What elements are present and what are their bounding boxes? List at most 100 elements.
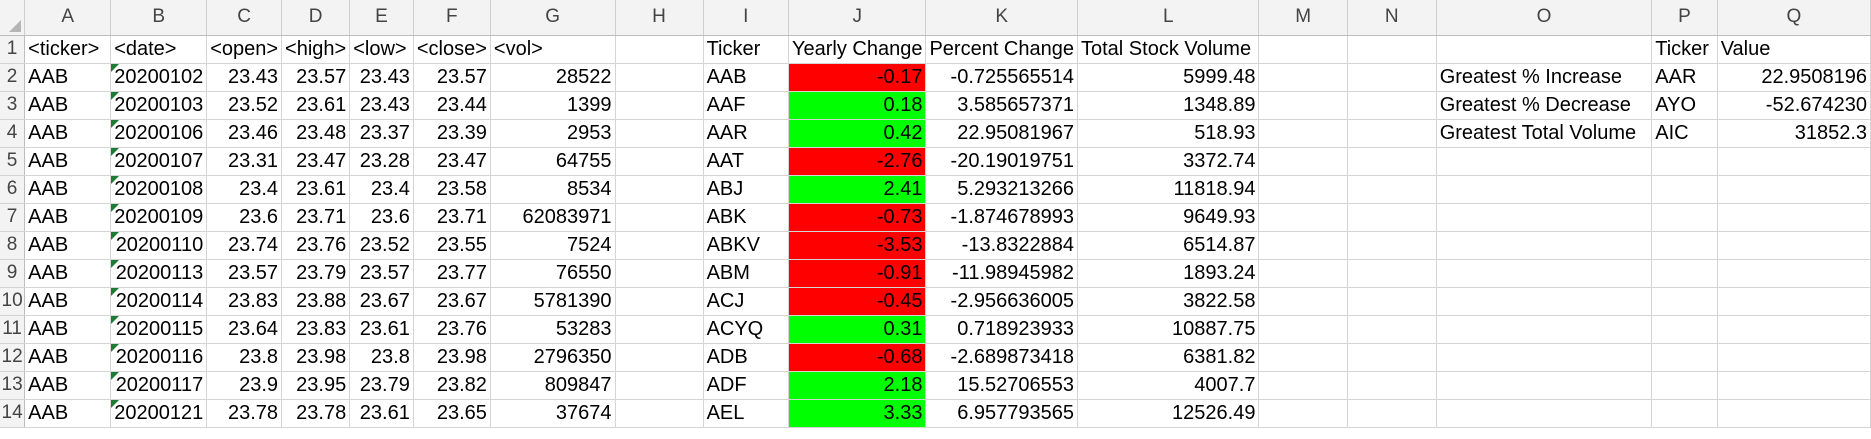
- cell-header-percent-change[interactable]: Percent Change: [925, 35, 1078, 64]
- cell-empty[interactable]: [1347, 63, 1437, 92]
- cell-empty[interactable]: [615, 175, 704, 204]
- cell-percent-change[interactable]: -13.8322884: [925, 231, 1078, 260]
- cell-empty[interactable]: [1651, 399, 1718, 428]
- cell-date[interactable]: 20200109: [110, 203, 208, 232]
- cell-vol[interactable]: 28522: [490, 63, 616, 92]
- cell-empty[interactable]: [1258, 147, 1348, 176]
- cell-empty[interactable]: [1258, 203, 1348, 232]
- cell-close[interactable]: 23.39: [413, 119, 491, 148]
- cell-empty[interactable]: [1347, 119, 1437, 148]
- cell-empty[interactable]: [1347, 231, 1437, 260]
- cell-open[interactable]: 23.83: [206, 287, 283, 316]
- cell-empty[interactable]: [1258, 119, 1348, 148]
- cell-date[interactable]: 20200114: [110, 287, 208, 316]
- cell-open[interactable]: 23.9: [206, 371, 283, 400]
- cell-low[interactable]: 23.67: [349, 287, 414, 316]
- select-all-corner[interactable]: [0, 0, 26, 36]
- cell-open[interactable]: 23.52: [206, 91, 283, 120]
- cell-open[interactable]: 23.78: [206, 399, 283, 428]
- cell-empty[interactable]: [615, 147, 704, 176]
- cell-empty[interactable]: [1258, 371, 1348, 400]
- cell-empty[interactable]: [1651, 175, 1718, 204]
- cell-summary-ticker[interactable]: AAT: [703, 147, 789, 176]
- cell-greatest-label[interactable]: Greatest % Increase: [1436, 63, 1653, 92]
- cell-low[interactable]: 23.6: [349, 203, 414, 232]
- cell-empty[interactable]: [1258, 35, 1348, 64]
- cell-empty[interactable]: [1717, 371, 1871, 400]
- cell-empty[interactable]: [1651, 203, 1718, 232]
- cell-date[interactable]: 20200121: [110, 399, 208, 428]
- cell-percent-change[interactable]: -0.725565514: [925, 63, 1078, 92]
- cell-empty[interactable]: [615, 203, 704, 232]
- cell-ticker[interactable]: AAB: [24, 343, 112, 372]
- cell-empty[interactable]: [615, 119, 704, 148]
- cell-close[interactable]: 23.76: [413, 315, 491, 344]
- column-header-q[interactable]: Q: [1717, 0, 1871, 36]
- column-header-m[interactable]: M: [1258, 0, 1348, 36]
- cell-high[interactable]: 23.76: [281, 231, 351, 260]
- cell-vol[interactable]: 7524: [490, 231, 616, 260]
- row-header[interactable]: 5: [0, 147, 26, 176]
- cell-date[interactable]: 20200107: [110, 147, 208, 176]
- cell-empty[interactable]: [1717, 231, 1871, 260]
- cell-vol[interactable]: 809847: [490, 371, 616, 400]
- cell-ticker[interactable]: AAB: [24, 119, 112, 148]
- row-header[interactable]: 14: [0, 399, 26, 428]
- cell-empty[interactable]: [1347, 175, 1437, 204]
- cell-summary-ticker[interactable]: ABM: [703, 259, 789, 288]
- cell-high[interactable]: 23.61: [281, 175, 351, 204]
- cell-empty[interactable]: [1651, 315, 1718, 344]
- cell-total-volume[interactable]: 1893.24: [1077, 259, 1260, 288]
- cell-empty[interactable]: [1258, 63, 1348, 92]
- error-indicator-icon[interactable]: [111, 343, 120, 352]
- column-header-a[interactable]: A: [24, 0, 112, 36]
- cell-total-volume[interactable]: 3372.74: [1077, 147, 1260, 176]
- cell-empty[interactable]: [1717, 287, 1871, 316]
- cell-empty[interactable]: [1258, 399, 1348, 428]
- cell-high[interactable]: 23.95: [281, 371, 351, 400]
- cell-vol[interactable]: 2796350: [490, 343, 616, 372]
- cell-empty[interactable]: [615, 371, 704, 400]
- cell-yearly-change[interactable]: -3.53: [788, 231, 927, 260]
- cell-ticker[interactable]: AAB: [24, 287, 112, 316]
- cell-open[interactable]: 23.46: [206, 119, 283, 148]
- cell-percent-change[interactable]: 5.293213266: [925, 175, 1078, 204]
- cell-empty[interactable]: [615, 63, 704, 92]
- cell-empty[interactable]: [615, 315, 704, 344]
- cell-empty[interactable]: [1651, 259, 1718, 288]
- cell-summary-ticker[interactable]: ACJ: [703, 287, 789, 316]
- cell-empty[interactable]: [615, 91, 704, 120]
- cell-empty[interactable]: [1347, 91, 1437, 120]
- cell-summary-ticker[interactable]: ADF: [703, 371, 789, 400]
- cell-ticker[interactable]: AAB: [24, 231, 112, 260]
- cell-yearly-change[interactable]: 2.41: [788, 175, 927, 204]
- cell-empty[interactable]: [1436, 175, 1653, 204]
- cell-empty[interactable]: [615, 231, 704, 260]
- cell-summary-ticker[interactable]: ABK: [703, 203, 789, 232]
- cell-close[interactable]: 23.55: [413, 231, 491, 260]
- cell-empty[interactable]: [1436, 399, 1653, 428]
- error-indicator-icon[interactable]: [111, 315, 120, 324]
- cell-header-summary-ticker[interactable]: Ticker: [703, 35, 789, 64]
- cell-ticker[interactable]: AAB: [24, 203, 112, 232]
- cell-header-close[interactable]: <close>: [413, 35, 491, 64]
- cell-low[interactable]: 23.43: [349, 91, 414, 120]
- cell-vol[interactable]: 62083971: [490, 203, 616, 232]
- row-header[interactable]: 3: [0, 91, 26, 120]
- cell-high[interactable]: 23.71: [281, 203, 351, 232]
- cell-total-volume[interactable]: 5999.48: [1077, 63, 1260, 92]
- cell-empty[interactable]: [1347, 203, 1437, 232]
- cell-yearly-change[interactable]: -0.45: [788, 287, 927, 316]
- cell-header-open[interactable]: <open>: [206, 35, 283, 64]
- cell-empty[interactable]: [1347, 343, 1437, 372]
- cell-summary-ticker[interactable]: AAR: [703, 119, 789, 148]
- error-indicator-icon[interactable]: [111, 231, 120, 240]
- cell-open[interactable]: 23.6: [206, 203, 283, 232]
- cell-greatest-ticker[interactable]: AYO: [1651, 91, 1718, 120]
- cell-vol[interactable]: 64755: [490, 147, 616, 176]
- cell-vol[interactable]: 37674: [490, 399, 616, 428]
- cell-close[interactable]: 23.67: [413, 287, 491, 316]
- cell-vol[interactable]: 76550: [490, 259, 616, 288]
- cell-empty[interactable]: [1436, 147, 1653, 176]
- cell-yearly-change[interactable]: 0.42: [788, 119, 927, 148]
